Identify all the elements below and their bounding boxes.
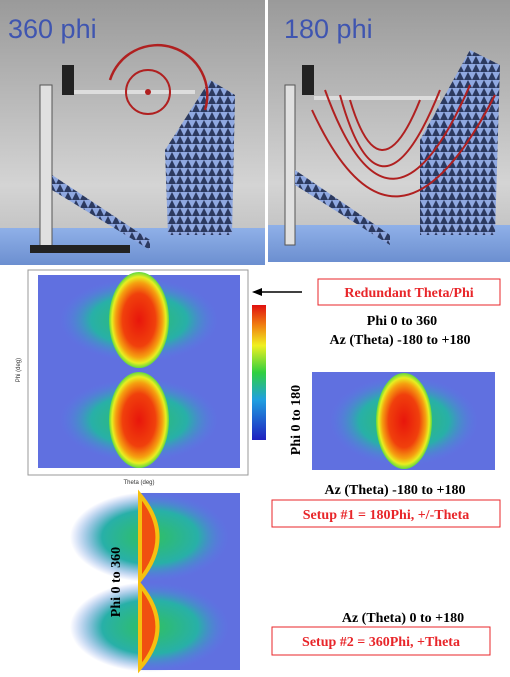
photo-360: 360 phi bbox=[0, 0, 265, 265]
stand bbox=[284, 84, 296, 246]
foam bbox=[295, 170, 390, 245]
probe bbox=[62, 65, 74, 95]
probe bbox=[302, 65, 314, 95]
callout-box bbox=[317, 278, 501, 306]
callout: Redundant Theta/Phi bbox=[344, 286, 473, 301]
foam bbox=[165, 80, 235, 235]
phi-range: Phi 0 to 360 bbox=[367, 314, 437, 329]
base bbox=[30, 245, 130, 253]
ring bbox=[125, 69, 171, 115]
heatmap-setup-1 bbox=[312, 372, 495, 470]
foam bbox=[420, 50, 500, 235]
setup-box bbox=[271, 499, 501, 528]
theta-range: Az (Theta) 0 to +180 bbox=[342, 611, 464, 626]
foam bbox=[52, 175, 150, 250]
peak bbox=[109, 372, 169, 468]
theta-range: Az (Theta) -180 to +180 bbox=[325, 483, 466, 498]
setup-title: Setup #2 = 360Phi, +Theta bbox=[302, 635, 460, 650]
phi-label: Phi 0 to 180 bbox=[289, 385, 304, 455]
peak bbox=[138, 579, 160, 674]
heatmap-setup-2 bbox=[70, 489, 240, 674]
ring bbox=[108, 43, 209, 111]
arcs bbox=[311, 84, 496, 198]
colorbar bbox=[252, 305, 266, 440]
peak bbox=[109, 272, 169, 368]
ring bbox=[145, 89, 151, 95]
phi-label: Phi 0 to 360 bbox=[109, 547, 124, 617]
stand bbox=[39, 84, 53, 251]
y-axis-label: Phi (deg) bbox=[16, 358, 22, 382]
theta-range: Az (Theta) -180 to +180 bbox=[330, 333, 471, 348]
setup-box bbox=[271, 626, 491, 656]
x-axis-label: Theta (deg) bbox=[123, 480, 154, 486]
arrow-head bbox=[252, 288, 262, 296]
photo-label: 360 phi bbox=[8, 14, 97, 44]
peak bbox=[138, 489, 160, 586]
setup-title: Setup #1 = 180Phi, +/-Theta bbox=[303, 508, 469, 523]
photo-180: 180 phi bbox=[268, 0, 510, 262]
photo-label: 180 phi bbox=[284, 14, 373, 44]
heatmap-main: Phi (deg) Theta (deg) bbox=[16, 269, 266, 486]
peak bbox=[376, 373, 432, 469]
